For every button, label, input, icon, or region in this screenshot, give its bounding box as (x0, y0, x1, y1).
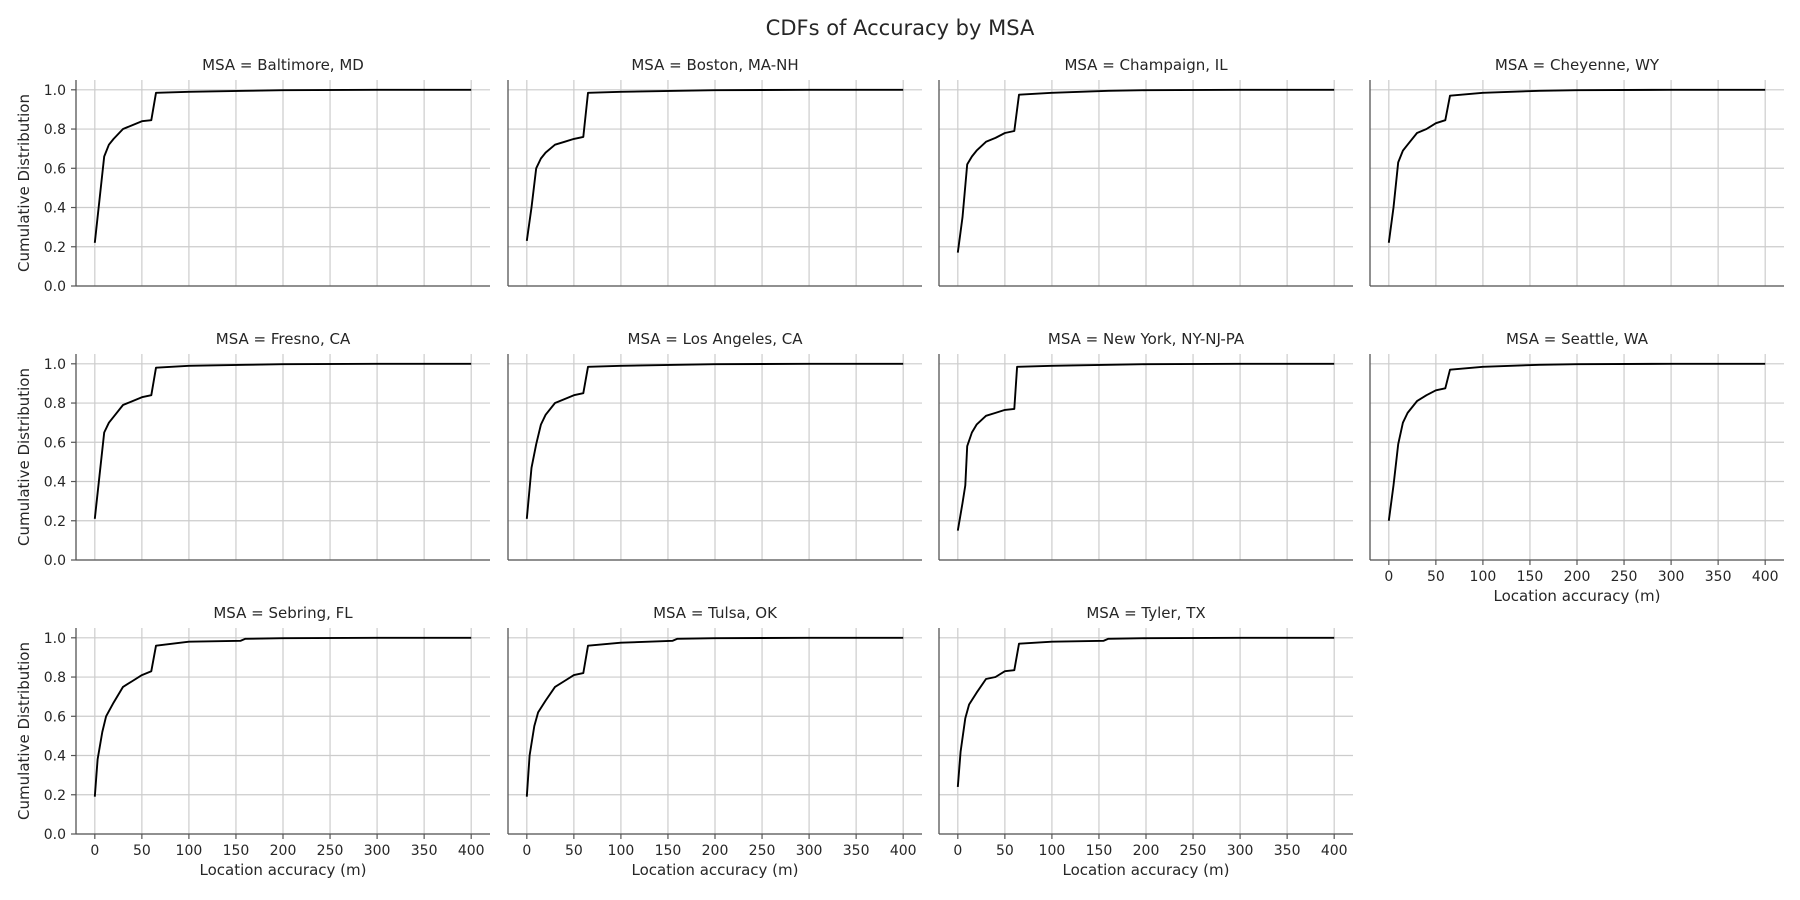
x-tick-label: 100 (176, 843, 203, 859)
x-tick-label: 300 (364, 843, 391, 859)
panel: MSA = Boston, MA-NH (507, 56, 922, 287)
cdf-line (93, 88, 472, 243)
panel: MSA = New York, NY-NJ-PA (938, 330, 1353, 561)
panel-title: MSA = New York, NY-NJ-PA (1048, 330, 1245, 348)
panel: MSA = Champaign, IL (938, 56, 1353, 287)
x-tick-label: 300 (1658, 569, 1685, 585)
y-tick-label: 0.4 (44, 201, 66, 217)
y-tick-label: 0.0 (44, 827, 66, 843)
x-tick-label: 400 (1321, 843, 1348, 859)
x-tick-label: 250 (749, 843, 776, 859)
x-tick-label: 300 (796, 843, 823, 859)
y-tick-label: 1.0 (44, 631, 66, 647)
x-axis-label: Location accuracy (m) (632, 861, 799, 879)
cdf-line (93, 362, 472, 519)
y-tick-label: 0.6 (44, 161, 66, 177)
panel-title: MSA = Los Angeles, CA (628, 330, 804, 348)
x-tick-label: 50 (565, 843, 583, 859)
x-tick-label: 350 (1705, 569, 1732, 585)
x-tick-label: 200 (702, 843, 729, 859)
cdf-line (93, 636, 472, 797)
panel-title: MSA = Baltimore, MD (202, 56, 364, 74)
y-tick-label: 1.0 (44, 83, 66, 99)
x-tick-label: 350 (843, 843, 870, 859)
x-tick-label: 150 (1517, 569, 1544, 585)
x-tick-label: 50 (133, 843, 151, 859)
figure-title: CDFs of Accuracy by MSA (766, 16, 1035, 40)
y-tick-label: 0.8 (44, 396, 66, 412)
panel-title: MSA = Tulsa, OK (653, 604, 778, 622)
y-tick-label: 0.0 (44, 553, 66, 569)
cdf-line (525, 88, 904, 242)
y-tick-label: 0.6 (44, 435, 66, 451)
x-tick-label: 200 (1564, 569, 1591, 585)
y-tick-label: 0.2 (44, 240, 66, 256)
panel: MSA = Cheyenne, WY (1369, 56, 1784, 287)
cdf-line (956, 636, 1335, 787)
panel: MSA = Sebring, FL 0.0 0.2 0.4 0.6 0.8 1.0 Cumul… (15, 604, 490, 879)
x-tick-label: 350 (411, 843, 438, 859)
y-tick-label: 0.8 (44, 670, 66, 686)
panel-title: MSA = Tyler, TX (1086, 604, 1205, 622)
panel-title: MSA = Champaign, IL (1064, 56, 1228, 74)
y-tick-label: 0.4 (44, 475, 66, 491)
x-tick-label: 0 (522, 843, 531, 859)
y-tick-label: 0.0 (44, 279, 66, 295)
x-tick-label: 150 (223, 843, 250, 859)
x-tick-label: 150 (655, 843, 682, 859)
x-tick-label: 400 (890, 843, 917, 859)
x-tick-label: 400 (458, 843, 485, 859)
panel: MSA = Seattle, WA 0 50 100 150 200 250 300 350 40… (1369, 330, 1784, 605)
y-tick-label: 0.8 (44, 122, 66, 138)
panel: MSA = Los Angeles, CA (507, 330, 922, 561)
x-tick-label: 250 (317, 843, 344, 859)
x-axis-label: Location accuracy (m) (1063, 861, 1230, 879)
y-tick-label: 0.2 (44, 788, 66, 804)
y-tick-label: 0.6 (44, 709, 66, 725)
panel-title: MSA = Boston, MA-NH (631, 56, 798, 74)
y-tick-label: 1.0 (44, 357, 66, 373)
panel: MSA = Fresno, CA 0.0 0.2 0.4 0.6 0.8 1.0 Cumula… (15, 330, 490, 569)
panel: MSA = Baltimore, MD 0.0 0.2 0.4 0.6 0.8 1.0 Cum… (15, 56, 490, 295)
panel: MSA = Tyler, TX 0 50 100 150 200 250 300 350 400 L… (938, 604, 1353, 879)
x-axis-label: Location accuracy (m) (200, 861, 367, 879)
x-tick-label: 50 (1427, 569, 1445, 585)
cdf-line (1387, 362, 1766, 521)
panel-title: MSA = Fresno, CA (216, 330, 351, 348)
x-tick-label: 0 (953, 843, 962, 859)
y-axis-label: Cumulative Distribution (15, 94, 33, 272)
x-tick-label: 100 (1470, 569, 1497, 585)
x-tick-label: 300 (1227, 843, 1254, 859)
cdf-line (525, 362, 904, 519)
x-tick-label: 100 (608, 843, 635, 859)
cdf-line (1387, 88, 1766, 243)
panel-title: MSA = Cheyenne, WY (1495, 56, 1660, 74)
x-tick-label: 400 (1752, 569, 1779, 585)
y-axis-label: Cumulative Distribution (15, 642, 33, 820)
cdf-line (956, 362, 1335, 531)
x-tick-label: 150 (1086, 843, 1113, 859)
x-tick-label: 100 (1039, 843, 1066, 859)
y-tick-label: 0.4 (44, 749, 66, 765)
x-tick-label: 0 (1384, 569, 1393, 585)
y-axis-label: Cumulative Distribution (15, 368, 33, 546)
x-tick-label: 200 (1133, 843, 1160, 859)
cdf-line (525, 636, 904, 797)
x-tick-label: 250 (1180, 843, 1207, 859)
x-tick-label: 250 (1611, 569, 1638, 585)
panels: MSA = Baltimore, MD 0.0 0.2 0.4 0.6 0.8 1.0 Cum… (15, 56, 1784, 879)
x-tick-label: 200 (270, 843, 297, 859)
panel-title: MSA = Sebring, FL (213, 604, 353, 622)
x-axis-label: Location accuracy (m) (1494, 587, 1661, 605)
x-tick-label: 350 (1274, 843, 1301, 859)
cdf-line (956, 88, 1335, 253)
y-tick-label: 0.2 (44, 514, 66, 530)
x-tick-label: 50 (996, 843, 1014, 859)
x-tick-label: 0 (90, 843, 99, 859)
panel: MSA = Tulsa, OK 0 50 100 150 200 250 300 350 400 L… (507, 604, 922, 879)
panel-title: MSA = Seattle, WA (1506, 330, 1649, 348)
